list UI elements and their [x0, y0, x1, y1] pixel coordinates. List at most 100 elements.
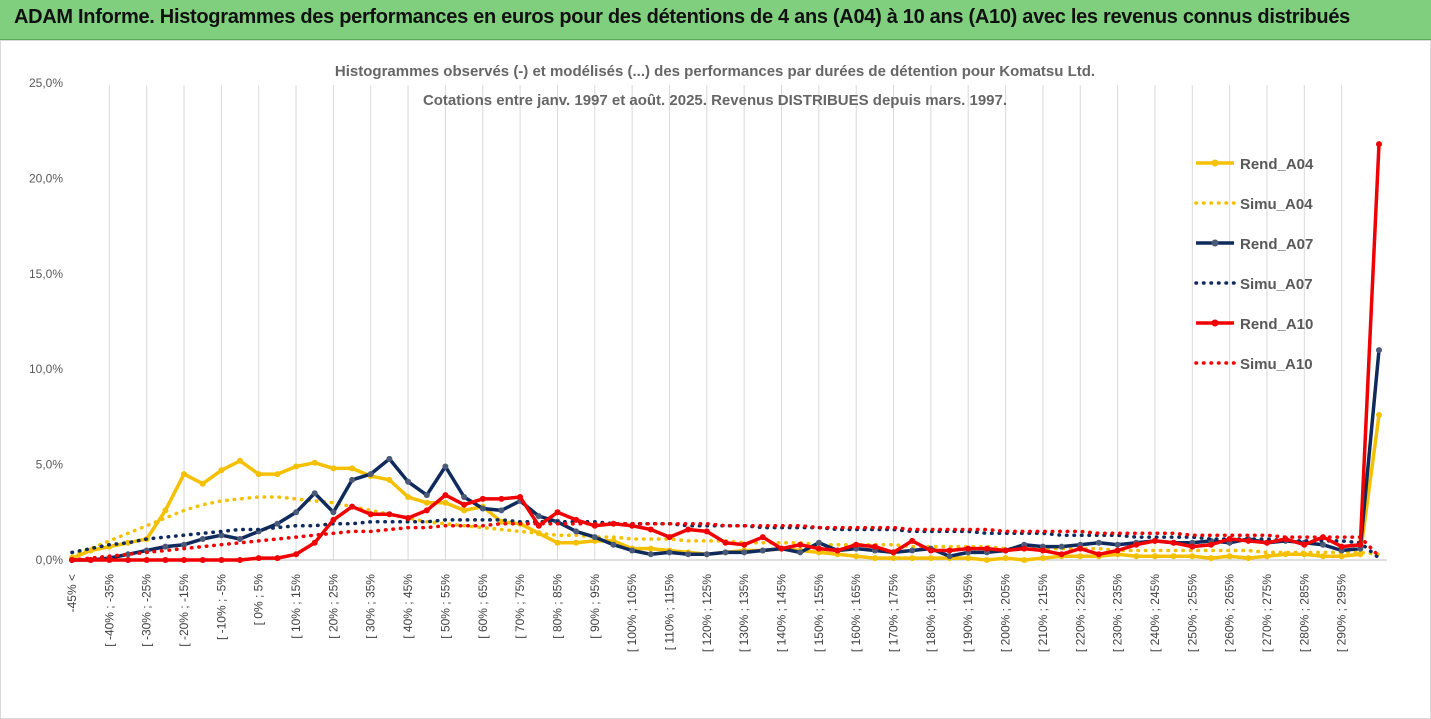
- point-rend-a10: [162, 557, 169, 563]
- point-rend-a10: [1002, 547, 1009, 554]
- point-rend-a10: [647, 526, 654, 533]
- x-tick-label: [ -20% ; -15%: [177, 574, 191, 647]
- point-rend-a10: [218, 557, 225, 563]
- point-rend-a07: [498, 507, 505, 514]
- point-rend-a10: [87, 557, 94, 563]
- x-tick-label: [ 40% ; 45%: [401, 574, 415, 639]
- point-rend-a04: [573, 539, 580, 546]
- point-rend-a10: [722, 539, 729, 546]
- point-rend-a04: [1077, 553, 1084, 560]
- point-rend-a10: [255, 555, 262, 562]
- y-tick-label: 15,0%: [29, 267, 63, 281]
- point-rend-a07: [741, 549, 748, 556]
- series-rend-a04: [71, 414, 1381, 562]
- point-rend-a07: [629, 547, 636, 554]
- point-rend-a10: [293, 551, 300, 558]
- point-rend-a07: [1376, 347, 1382, 354]
- point-rend-a10: [367, 511, 374, 518]
- y-tick-label: 25,0%: [29, 76, 63, 90]
- point-rend-a07: [1058, 543, 1065, 550]
- point-rend-a10: [815, 545, 822, 552]
- point-rend-a04: [442, 499, 449, 506]
- point-rend-a10: [442, 492, 449, 499]
- x-tick-label: [ 160% ; 165%: [849, 574, 863, 652]
- point-rend-a04: [330, 465, 337, 472]
- point-rend-a07: [591, 534, 598, 541]
- chart-subtitle: Cotations entre janv. 1997 et août. 2025…: [423, 92, 1007, 109]
- point-rend-a10: [1021, 545, 1028, 552]
- point-rend-a10: [311, 539, 318, 546]
- point-rend-a04: [554, 539, 561, 546]
- point-rend-a04: [255, 471, 262, 478]
- y-tick-label: 0,0%: [36, 553, 64, 567]
- x-tick-label: [ 50% ; 55%: [438, 574, 452, 639]
- legend: Rend_A04 Simu_A04 Rend_A07 Simu_A07 Rend_A10…: [1194, 156, 1314, 373]
- x-tick-label: [ 30% ; 35%: [364, 574, 378, 639]
- point-rend-a07: [573, 528, 580, 535]
- x-tick-label: [ -10% ; -5%: [214, 574, 228, 640]
- x-tick-label: [ 100% ; 105%: [625, 574, 639, 652]
- point-rend-a10: [1114, 547, 1121, 554]
- point-rend-a10: [834, 547, 841, 554]
- point-rend-a10: [106, 557, 113, 563]
- point-rend-a10: [965, 545, 972, 552]
- point-rend-a10: [610, 520, 617, 527]
- point-rend-a04: [647, 545, 654, 552]
- point-rend-a10: [1376, 141, 1382, 148]
- point-rend-a04: [498, 518, 505, 525]
- point-rend-a10: [983, 545, 990, 552]
- point-rend-a10: [871, 543, 878, 550]
- x-tick-label: [ 170% ; 175%: [887, 574, 901, 652]
- x-axis: -45% < [ -40% ; -35% [ -30% ; -25% [ -20% ;…: [65, 559, 1387, 652]
- x-tick-label: [ 70% ; 75%: [513, 574, 527, 639]
- point-rend-a07: [722, 549, 729, 556]
- point-rend-a07: [797, 549, 804, 556]
- x-tick-label: [ 290% ; 295%: [1335, 574, 1349, 652]
- x-tick-label: [ 280% ; 285%: [1297, 574, 1311, 652]
- point-rend-a10: [199, 557, 206, 563]
- point-rend-a10: [237, 557, 243, 563]
- series-rend-a07: [72, 349, 1381, 562]
- point-rend-a04: [162, 507, 169, 514]
- point-rend-a07: [442, 463, 449, 470]
- point-rend-a04: [1170, 553, 1177, 560]
- x-tick-label: [ 260% ; 265%: [1223, 574, 1237, 652]
- point-rend-a07: [610, 541, 617, 548]
- point-rend-a10: [1208, 541, 1214, 548]
- point-rend-a10: [778, 545, 785, 552]
- legend-label-rend-a04: Rend_A04: [1240, 156, 1314, 173]
- point-rend-a07: [330, 509, 337, 516]
- point-rend-a10: [685, 526, 692, 533]
- point-rend-a10: [1189, 543, 1196, 550]
- x-tick-label: [ 230% ; 235%: [1111, 574, 1125, 652]
- gridlines: [108, 85, 1343, 560]
- series-simu-a10: [70, 521, 1381, 562]
- point-rend-a04: [909, 555, 916, 562]
- point-rend-a04: [1245, 555, 1252, 562]
- point-rend-a10: [330, 516, 337, 523]
- point-rend-a10: [1170, 539, 1177, 546]
- x-tick-label: [ -30% ; -25%: [140, 574, 154, 647]
- x-tick-label: [ 80% ; 85%: [550, 574, 564, 639]
- point-rend-a04: [983, 557, 990, 563]
- point-rend-a07: [1320, 541, 1326, 548]
- point-rend-a04: [1320, 553, 1326, 560]
- point-rend-a07: [759, 547, 766, 554]
- point-rend-a10: [479, 495, 486, 502]
- point-rend-a04: [423, 499, 430, 506]
- point-rend-a04: [199, 480, 206, 487]
- point-rend-a07: [405, 478, 412, 485]
- point-rend-a04: [405, 494, 412, 500]
- point-rend-a10: [1301, 541, 1308, 548]
- point-rend-a10: [274, 555, 281, 562]
- x-tick-label: -45% <: [65, 574, 79, 612]
- point-rend-a07: [909, 547, 916, 554]
- point-rend-a10: [1357, 541, 1364, 548]
- point-rend-a10: [181, 557, 187, 563]
- point-rend-a07: [293, 509, 300, 516]
- point-rend-a07: [461, 494, 468, 500]
- point-rend-a10: [517, 494, 524, 500]
- y-tick-label: 5,0%: [36, 458, 64, 472]
- point-rend-a10: [143, 557, 150, 563]
